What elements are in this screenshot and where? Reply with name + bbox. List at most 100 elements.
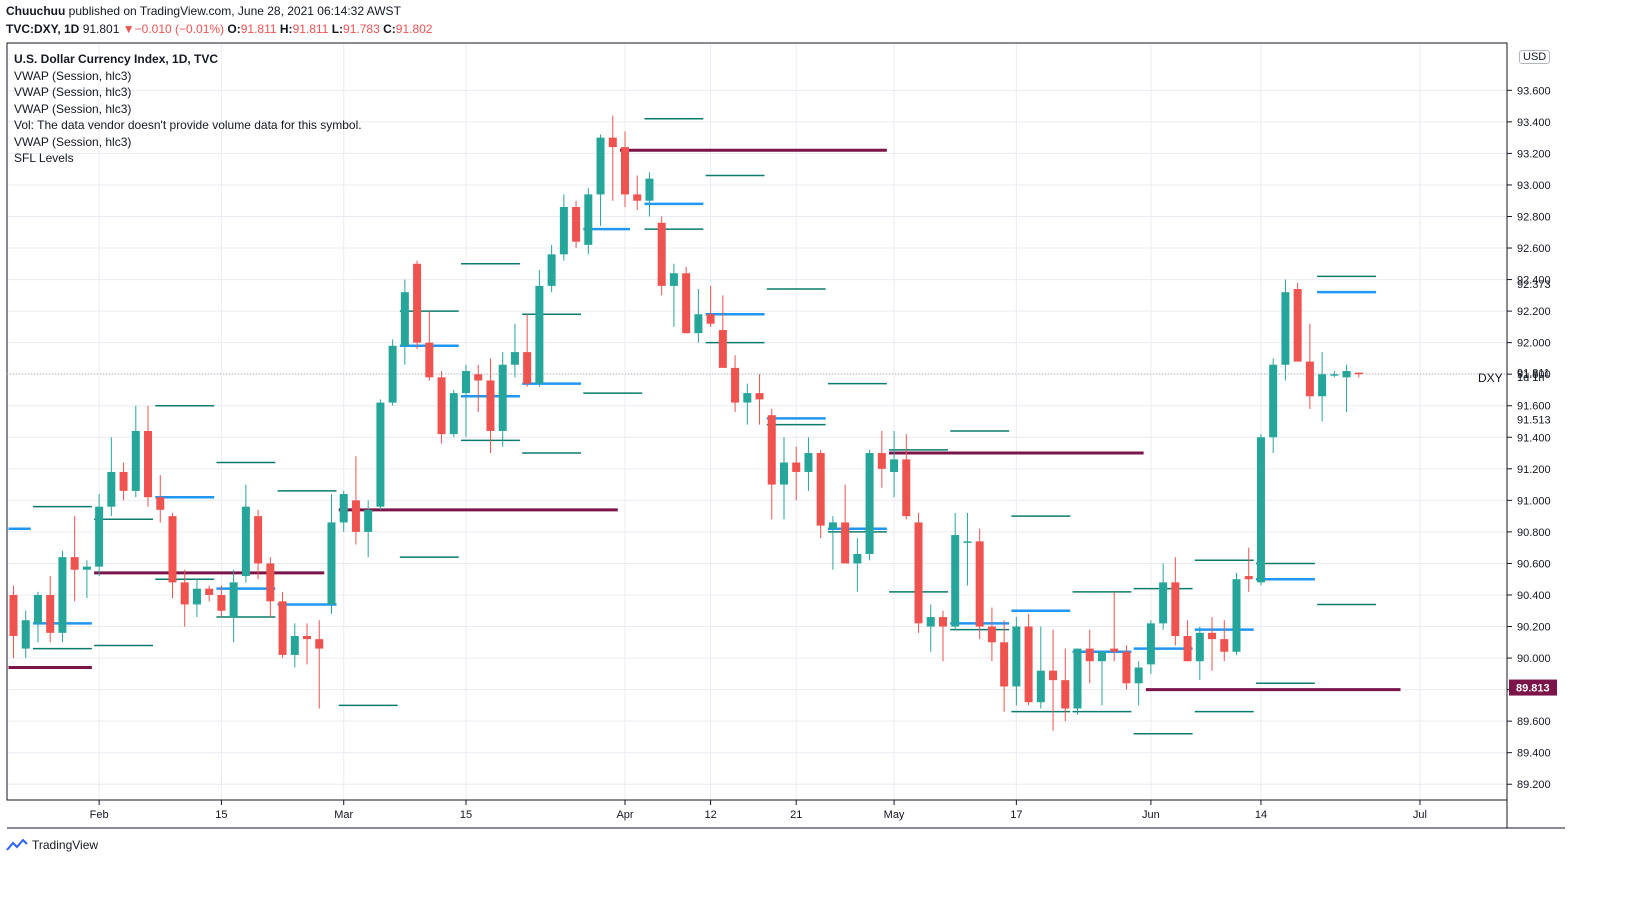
candle-body[interactable] xyxy=(547,254,556,286)
candle-body[interactable] xyxy=(621,147,629,195)
author-name[interactable]: Chuuchuu xyxy=(6,4,66,18)
candle-body[interactable] xyxy=(413,263,422,343)
candle-body[interactable] xyxy=(437,377,446,435)
candle-body[interactable] xyxy=(706,314,715,324)
candle-body[interactable] xyxy=(303,635,312,640)
candle-body[interactable] xyxy=(1171,582,1180,636)
legend-vwap-4[interactable]: VWAP (Session, hlc3) xyxy=(14,134,132,149)
candle-body[interactable] xyxy=(938,617,947,627)
candle-body[interactable] xyxy=(731,367,740,403)
candle-body[interactable] xyxy=(694,314,703,334)
candle-body[interactable] xyxy=(828,522,837,529)
candle-body[interactable] xyxy=(1208,632,1217,640)
candle-body[interactable] xyxy=(46,594,55,633)
candle-body[interactable] xyxy=(1354,372,1363,375)
candle-body[interactable] xyxy=(816,453,825,526)
candle-body[interactable] xyxy=(902,459,911,517)
candle-body[interactable] xyxy=(1061,680,1070,709)
candle-body[interactable] xyxy=(584,194,593,245)
candle-body[interactable] xyxy=(1146,623,1155,665)
candle-body[interactable] xyxy=(168,516,177,583)
candle-body[interactable] xyxy=(718,330,727,368)
candle-body[interactable] xyxy=(315,639,324,649)
candle-body[interactable] xyxy=(596,137,605,195)
candle-body[interactable] xyxy=(1110,648,1119,652)
candle-body[interactable] xyxy=(388,345,397,403)
candle-body[interactable] xyxy=(572,207,581,242)
candle-body[interactable] xyxy=(865,453,874,554)
candle-body[interactable] xyxy=(1293,289,1302,362)
candle-body[interactable] xyxy=(327,522,336,605)
candle-body[interactable] xyxy=(33,594,42,624)
candle-body[interactable] xyxy=(400,292,409,346)
tradingview-brand[interactable]: TradingView xyxy=(6,838,98,852)
candle-body[interactable] xyxy=(1220,639,1229,652)
candle-body[interactable] xyxy=(1195,632,1204,662)
candle-body[interactable] xyxy=(229,582,238,618)
candle-body[interactable] xyxy=(180,582,189,605)
candle-body[interactable] xyxy=(131,430,140,491)
candle-body[interactable] xyxy=(70,557,79,570)
candle-body[interactable] xyxy=(1256,437,1265,583)
currency-button[interactable]: USD xyxy=(1519,50,1551,64)
candle-body[interactable] xyxy=(119,471,128,491)
candle-body[interactable] xyxy=(376,402,385,507)
legend-vwap-2[interactable]: VWAP (Session, hlc3) xyxy=(14,85,132,99)
candle-body[interactable] xyxy=(192,588,201,605)
candle-body[interactable] xyxy=(58,557,67,633)
candle-body[interactable] xyxy=(425,342,434,378)
candle-body[interactable] xyxy=(523,352,532,384)
candle-body[interactable] xyxy=(1000,642,1009,687)
candle-body[interactable] xyxy=(743,393,752,403)
candle-body[interactable] xyxy=(278,601,287,655)
candle-body[interactable] xyxy=(1122,651,1131,684)
candle-body[interactable] xyxy=(951,535,960,627)
candle-body[interactable] xyxy=(1183,635,1192,662)
candle-body[interactable] xyxy=(1097,651,1106,662)
legend-vwap-1[interactable]: VWAP (Session, hlc3) xyxy=(14,68,132,83)
candle-body[interactable] xyxy=(1330,374,1339,376)
candle-body[interactable] xyxy=(853,553,862,564)
legend-sfl-levels[interactable]: SFL Levels xyxy=(14,151,74,165)
candle-body[interactable] xyxy=(449,393,458,435)
candle-body[interactable] xyxy=(963,541,972,543)
candle-body[interactable] xyxy=(1024,626,1033,703)
candle-body[interactable] xyxy=(156,497,165,510)
candle-body[interactable] xyxy=(498,364,507,431)
candle-body[interactable] xyxy=(1159,582,1168,624)
candle-body[interactable] xyxy=(290,635,299,655)
candle-body[interactable] xyxy=(1269,364,1278,438)
candle-body[interactable] xyxy=(975,541,984,627)
candle-body[interactable] xyxy=(779,462,788,485)
legend-vwap-3[interactable]: VWAP (Session, hlc3) xyxy=(14,101,132,116)
candle-body[interactable] xyxy=(767,415,776,485)
candle-body[interactable] xyxy=(1012,626,1021,687)
candle-body[interactable] xyxy=(95,506,104,567)
candle-body[interactable] xyxy=(462,371,471,394)
candle-body[interactable] xyxy=(364,509,373,532)
candle-body[interactable] xyxy=(535,285,544,384)
candle-body[interactable] xyxy=(1085,648,1094,662)
candle-body[interactable] xyxy=(217,594,226,611)
candle-body[interactable] xyxy=(890,459,899,472)
candle-body[interactable] xyxy=(804,453,813,472)
candle-body[interactable] xyxy=(559,207,568,255)
candle-body[interactable] xyxy=(633,194,642,201)
candle-body[interactable] xyxy=(486,380,495,431)
candle-body[interactable] xyxy=(1318,374,1327,397)
legend-series-title[interactable]: U.S. Dollar Currency Index, 1D, TVC xyxy=(14,52,219,66)
candle-body[interactable] xyxy=(9,594,18,636)
candle-body[interactable] xyxy=(669,273,678,286)
candle-body[interactable] xyxy=(1244,576,1253,580)
candle-body[interactable] xyxy=(266,563,275,602)
candle-body[interactable] xyxy=(254,516,263,564)
candle-body[interactable] xyxy=(645,178,654,201)
candle-body[interactable] xyxy=(987,626,996,643)
candle-body[interactable] xyxy=(792,462,801,472)
candle-body[interactable] xyxy=(107,471,116,507)
candle-body[interactable] xyxy=(1232,579,1241,652)
candle-body[interactable] xyxy=(877,453,886,469)
candle-body[interactable] xyxy=(657,222,666,286)
candle-body[interactable] xyxy=(1134,667,1143,684)
